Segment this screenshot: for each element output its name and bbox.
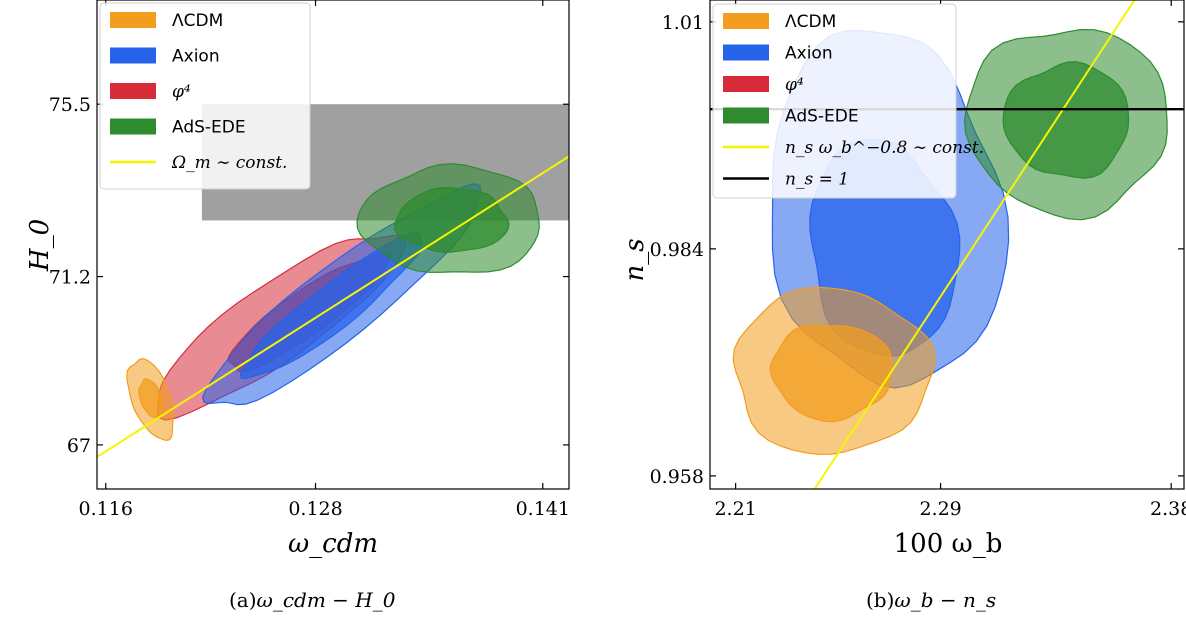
legend-swatch <box>723 13 769 29</box>
contour-AdSEDE-68 <box>393 186 510 253</box>
y-tick-label: 75.5 <box>49 94 91 116</box>
panel-a-ylabel: H_0 <box>25 219 55 272</box>
y-tick-label: 0.984 <box>650 239 704 261</box>
legend-box <box>712 3 957 199</box>
legend-label: Ω_m ∼ const. <box>171 153 287 173</box>
panel-a-caption-expr: ω_cdm − H_0 <box>257 588 396 612</box>
trend-line-1 <box>97 155 569 458</box>
legend-label: Axion <box>172 47 220 67</box>
panel-a-frame <box>96 0 570 490</box>
legend-swatch <box>110 47 156 64</box>
panel-b-ylabel: n_s <box>620 238 650 281</box>
legend-swatch <box>110 83 156 99</box>
panel-a-caption: (a)ω_cdm − H_0 <box>229 588 396 612</box>
legend-label: n_s = 1 <box>785 170 849 190</box>
legend-label: Axion <box>785 44 833 64</box>
trend-line-1 <box>813 0 1136 489</box>
legend-label: AdS-EDE <box>172 118 246 138</box>
legend-label: ΛCDM <box>785 12 836 32</box>
contour-CDM-68 <box>769 324 892 423</box>
contour-Axion-68 <box>239 231 424 380</box>
panel-a-xlabel: ω_cdm <box>288 529 378 559</box>
x-tick-label: 0.128 <box>288 498 342 520</box>
legend-swatch <box>723 107 769 124</box>
y-tick-label: 1.01 <box>662 12 704 34</box>
x-tick-label: 2.29 <box>919 498 961 520</box>
legend-swatch <box>110 12 156 28</box>
x-tick-label: 0.116 <box>79 498 133 520</box>
x-tick-label: 0.141 <box>516 498 570 520</box>
panel-b-frame <box>709 0 1185 490</box>
legend-swatch <box>723 76 769 92</box>
y-tick-label: 71.2 <box>49 267 91 289</box>
legend-label: AdS-EDE <box>785 107 859 127</box>
panel-b-xlabel: 100 ω_b <box>894 529 1003 559</box>
legend-swatch <box>723 44 769 61</box>
legend-swatch <box>110 118 156 135</box>
legend-label: φ⁴ <box>172 82 191 102</box>
legend-label: n_s ω_b^−0.8 ∼ const. <box>785 138 984 158</box>
contour-AdSEDE-68 <box>1002 61 1130 179</box>
panel-b: 2.21 2.29 2.38 0.958 0.984 1.01 ΛCDM Axion φ⁴ Ad… <box>620 0 1186 612</box>
panel-b-caption: (b)ω_b − n_s <box>866 588 996 612</box>
x-tick-label: 2.38 <box>1150 498 1186 520</box>
y-tick-label: 67 <box>67 435 91 457</box>
x-tick-label: 2.21 <box>714 498 756 520</box>
panel-b-caption-expr: ω_b − n_s <box>894 588 996 612</box>
legend-label: ΛCDM <box>172 11 223 31</box>
panel-b-caption-prefix: (b) <box>866 588 894 612</box>
y-tick-label: 0.958 <box>650 466 704 488</box>
legend-label: φ⁴ <box>785 75 804 95</box>
panel-a: 0.116 0.128 0.141 67 71.2 75.5 ΛCDM Axion φ⁴ AdS… <box>25 0 570 612</box>
panel-a-caption-prefix: (a) <box>229 588 257 612</box>
